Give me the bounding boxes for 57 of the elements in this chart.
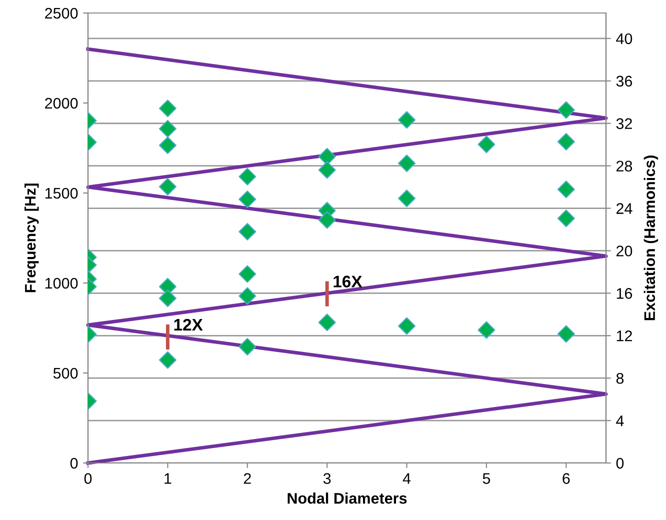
point [158,290,176,308]
x-tick-label: 4 [402,473,411,484]
x-tick-label: 5 [482,473,490,484]
y-tick-label: 2500 [45,8,78,19]
point [478,136,496,154]
point [158,178,176,196]
y-tick-label: 500 [53,368,78,379]
point [158,100,176,118]
y-tick-label: 0 [70,458,78,469]
y2-tick-label: 20 [616,246,632,256]
point [318,211,336,229]
y2-tick-label: 24 [616,203,632,214]
point [398,111,416,129]
point [318,148,336,166]
x-tick-label: 1 [164,473,172,484]
y-tick-label: 2000 [45,98,78,109]
y2-tick-label: 12 [616,330,632,342]
y2-tick-label: 16 [616,288,632,299]
point [318,161,336,179]
annotation: 16X [334,276,362,288]
point [158,136,176,154]
x-tick-label: 3 [323,473,331,484]
point [557,132,575,150]
point [238,168,256,186]
annotation: 12X [174,318,203,331]
y2-tick-label: 32 [616,118,632,130]
y2-tick-label: 28 [616,160,632,172]
point [557,180,575,198]
point [238,265,256,283]
x-axis-title: Nodal Diameters [288,492,407,504]
point [238,190,256,208]
x-tick-label: 0 [84,473,92,484]
line-series [86,47,608,465]
y2-axis-title: Excitation (Harmonics) [644,156,658,320]
y2-tick-label: 8 [616,372,624,384]
point [158,120,176,138]
point [238,222,256,240]
y-tick-label: 1500 [45,188,78,199]
y2-tick-label: 4 [616,416,624,426]
y2-tick-label: 36 [616,76,632,87]
point [557,325,575,343]
point [398,190,416,208]
point [318,314,336,332]
x-tick-label: 2 [244,473,251,484]
x-tick-label: 6 [562,473,570,484]
point [398,317,416,335]
point [398,154,416,172]
point [238,338,256,356]
y-tick-label: 1000 [45,278,78,289]
point [238,287,256,305]
point [557,210,575,228]
point [557,101,575,119]
y-axis-title: Frequency [Hz] [24,184,39,292]
point [478,321,496,339]
y2-tick-label: 0 [616,458,624,469]
y2-tick-label: 40 [616,33,632,44]
point [158,351,176,369]
